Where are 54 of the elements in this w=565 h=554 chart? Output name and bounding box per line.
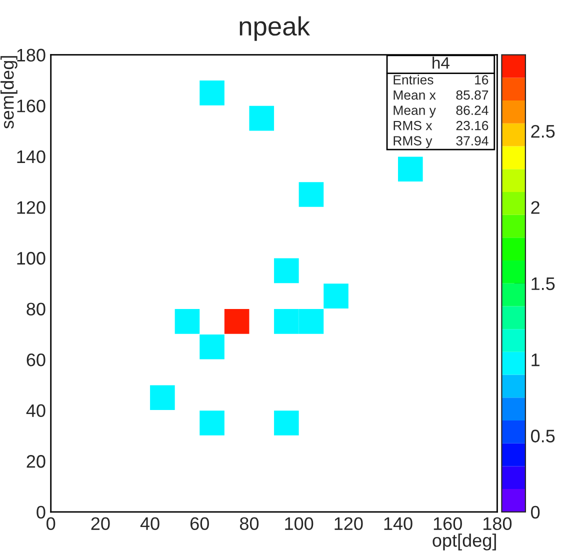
point (224, 309, 250, 334)
y-tick-label: 20 (26, 455, 46, 468)
point (150, 385, 175, 410)
y-tick-label: 120 (17, 201, 46, 214)
x-tick-label: 0 (46, 517, 56, 530)
y-tick-label: 160 (17, 100, 46, 112)
point (324, 284, 348, 308)
annotation: Mean x (394, 90, 436, 100)
color-bar-label: 1 (532, 354, 540, 366)
annotation: 85.87 (456, 90, 488, 100)
x-tick-label: 100 (285, 517, 314, 530)
y-tick-label: 180 (17, 48, 46, 62)
y-tick-label: 140 (17, 150, 46, 164)
point (174, 309, 200, 334)
y-tick-label: 60 (26, 353, 46, 366)
color-bar-label: 0.5 (531, 430, 555, 442)
y-tick-label: 100 (17, 252, 46, 265)
x-tick-label: 140 (384, 517, 412, 530)
annotation: RMS x (394, 120, 432, 130)
annotation: 37.94 (456, 136, 488, 146)
annotation: 16 (475, 75, 488, 84)
x-axis-title: opt[deg] (432, 534, 496, 550)
annotation: 23.16 (456, 120, 488, 130)
point (298, 182, 324, 207)
y-tick-label: 40 (26, 404, 46, 418)
x-tick-label: 20 (91, 517, 110, 530)
point (398, 156, 423, 182)
point (200, 80, 224, 106)
annotation: Entries (394, 74, 434, 84)
annotation: 86.24 (456, 106, 488, 115)
x-tick-label: 40 (140, 517, 160, 530)
color-bar-label: 2 (531, 201, 540, 214)
point (200, 410, 224, 436)
x-tick-label: 160 (434, 517, 462, 530)
y-tick-label: 0 (36, 506, 46, 519)
chart-title: npeak (240, 16, 310, 41)
color-bar-label: 2.5 (531, 124, 555, 138)
color-bar-label: 0 (531, 506, 540, 519)
annotation: RMS y (394, 136, 432, 148)
y-axis-title: sem[deg] (0, 56, 18, 129)
point (274, 309, 299, 334)
point (200, 334, 224, 360)
point (249, 106, 274, 131)
x-tick-label: 120 (334, 517, 363, 530)
point (298, 309, 324, 334)
x-tick-label: 80 (240, 517, 259, 530)
color-bar-label: 1.5 (532, 277, 555, 290)
x-tick-label: 180 (484, 517, 512, 530)
point (274, 410, 299, 436)
annotation: h4 (432, 56, 450, 69)
x-tick-label: 60 (190, 517, 209, 530)
point (274, 258, 299, 284)
annotation: Mean y (394, 106, 436, 118)
y-tick-label: 80 (26, 302, 46, 316)
